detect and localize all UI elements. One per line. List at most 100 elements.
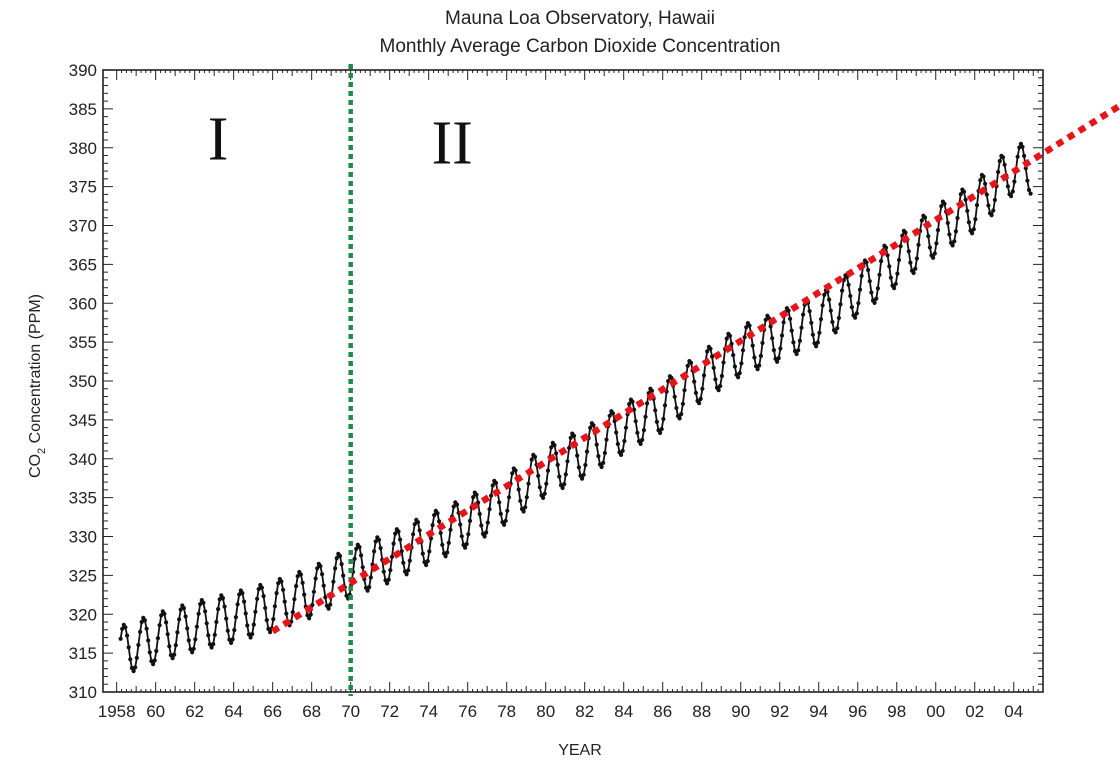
co2-data-point	[435, 511, 439, 515]
co2-data-point	[678, 416, 682, 420]
co2-data-point	[250, 632, 254, 636]
co2-data-point	[572, 434, 576, 438]
co2-data-point	[353, 557, 357, 561]
co2-data-point	[850, 305, 854, 309]
co2-data-point	[643, 415, 647, 419]
co2-data-point	[778, 346, 782, 350]
co2-data-point	[679, 412, 683, 416]
x-tick-label: 74	[419, 702, 438, 721]
co2-data-point	[366, 589, 370, 593]
y-tick-label: 370	[69, 217, 97, 236]
co2-data-point	[817, 331, 821, 335]
co2-data-point	[525, 495, 529, 499]
co2-data-point	[195, 625, 199, 629]
co2-data-point	[624, 426, 628, 430]
co2-data-point	[858, 288, 862, 292]
co2-data-point	[405, 572, 409, 576]
co2-data-point	[291, 610, 295, 614]
x-tick-label: 78	[497, 702, 516, 721]
co2-data-point	[392, 542, 396, 546]
y-tick-label: 385	[69, 100, 97, 119]
co2-data-point	[224, 617, 228, 621]
co2-data-point	[431, 523, 435, 527]
co2-data-point	[931, 256, 935, 260]
x-tick-label: 82	[575, 702, 594, 721]
co2-data-point	[583, 463, 587, 467]
co2-data-point	[314, 576, 318, 580]
co2-data-point	[962, 190, 966, 194]
co2-data-point	[387, 578, 391, 582]
co2-data-point	[390, 555, 394, 559]
co2-data-point	[821, 303, 825, 307]
co2-data-point	[322, 584, 326, 588]
co2-data-point	[398, 538, 402, 542]
x-tick-label: 92	[770, 702, 789, 721]
co2-data-point	[616, 442, 620, 446]
co2-data-point	[377, 538, 381, 542]
co2-data-point	[580, 477, 584, 481]
co2-data-point	[223, 605, 227, 609]
y-tick-label: 310	[69, 683, 97, 702]
co2-data-point	[770, 336, 774, 340]
co2-data-point	[788, 317, 792, 321]
co2-data-point	[955, 216, 959, 220]
co2-data-point	[947, 232, 951, 236]
co2-data-point	[848, 294, 852, 298]
co2-data-point	[827, 298, 831, 302]
co2-data-point	[816, 340, 820, 344]
co2-data-point	[708, 347, 712, 351]
co2-data-point	[907, 249, 911, 253]
co2-data-point	[775, 360, 779, 364]
co2-data-point	[273, 604, 277, 608]
co2-data-point	[205, 621, 209, 625]
co2-data-point	[1003, 163, 1007, 167]
co2-data-point	[468, 519, 472, 523]
co2-data-point	[700, 387, 704, 391]
co2-data-point	[556, 463, 560, 467]
co2-data-point	[993, 198, 997, 202]
co2-data-point	[996, 170, 1000, 174]
co2-data-point	[463, 546, 467, 550]
co2-data-point	[661, 417, 665, 421]
co2-data-point	[752, 355, 756, 359]
co2-data-point	[421, 552, 425, 556]
co2-data-point	[895, 272, 899, 276]
y-tick-label: 335	[69, 489, 97, 508]
co2-data-point	[630, 400, 634, 404]
co2-data-point	[203, 609, 207, 613]
co2-data-point	[561, 486, 565, 490]
co2-data-point	[484, 530, 488, 534]
co2-data-point	[673, 395, 677, 399]
co2-data-point	[856, 301, 860, 305]
co2-data-point	[448, 528, 452, 532]
co2-data-point	[544, 482, 548, 486]
co2-data-point	[834, 330, 838, 334]
co2-data-point	[292, 597, 296, 601]
region-label-2: II	[431, 109, 472, 177]
co2-data-point	[231, 637, 235, 641]
co2-data-point	[510, 471, 514, 475]
co2-data-point	[328, 603, 332, 607]
co2-data-point	[614, 430, 618, 434]
co2-data-point	[634, 419, 638, 423]
co2-data-point	[211, 642, 215, 646]
co2-data-point	[236, 602, 240, 606]
co2-data-point	[460, 534, 464, 538]
co2-data-point	[897, 258, 901, 262]
co2-data-point	[123, 625, 127, 629]
x-tick-label: 70	[341, 702, 360, 721]
co2-data-point	[439, 531, 443, 535]
co2-data-point	[692, 380, 696, 384]
co2-data-point	[487, 507, 491, 511]
co2-data-point	[499, 512, 503, 516]
co2-data-point	[171, 656, 175, 660]
co2-data-point	[479, 523, 483, 527]
x-tick-label: 86	[653, 702, 672, 721]
co2-data-point	[143, 618, 147, 622]
co2-data-point	[265, 618, 269, 622]
x-tick-label: 98	[887, 702, 906, 721]
co2-data-point	[876, 286, 880, 290]
trend-line	[273, 105, 1120, 631]
co2-data-point	[725, 337, 729, 341]
